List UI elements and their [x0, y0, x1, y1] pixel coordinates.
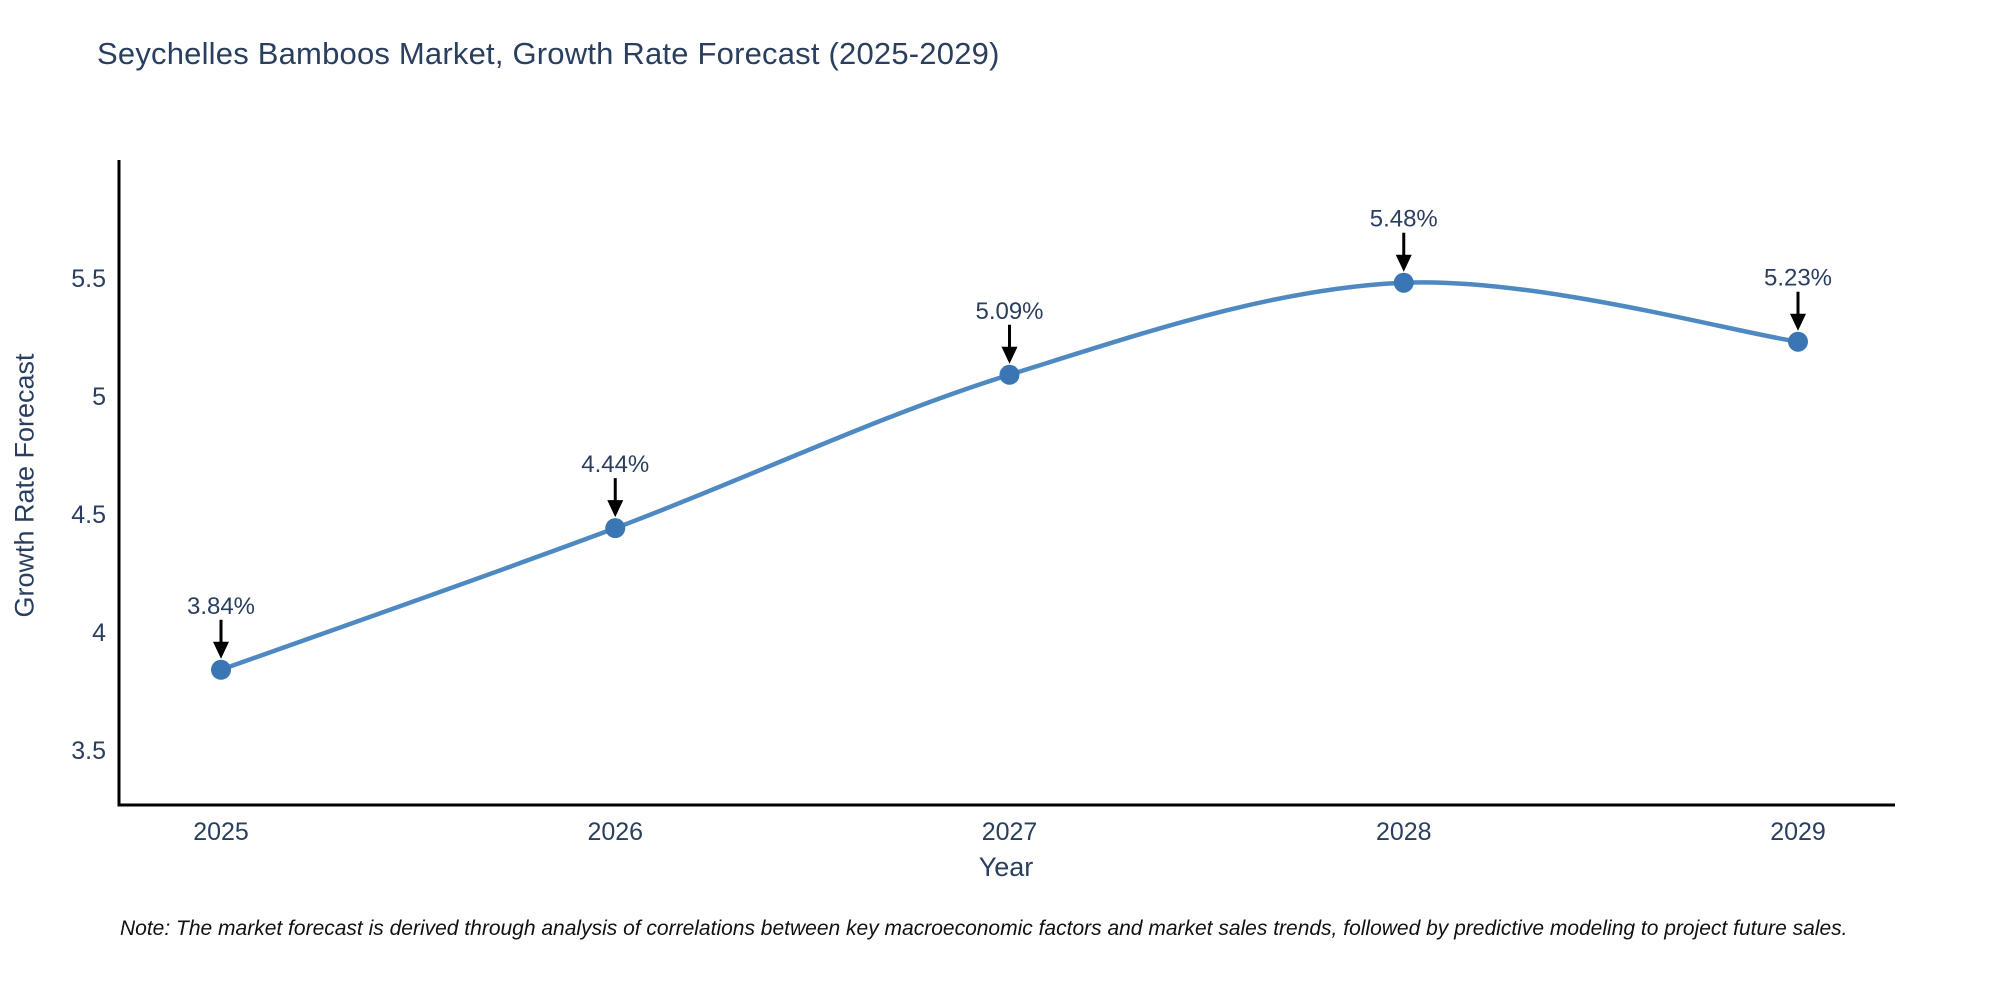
data-point-marker [211, 659, 231, 680]
y-tick-label: 4 [92, 619, 106, 647]
chart-title: Seychelles Bamboos Market, Growth Rate F… [97, 36, 1000, 71]
footnote-text: Note: The market forecast is derived thr… [120, 917, 1848, 940]
annotation-arrow-head [213, 641, 229, 659]
data-point-label: 5.48% [1370, 206, 1438, 233]
y-tick-label: 5 [92, 383, 106, 411]
data-point-label: 5.09% [975, 298, 1043, 325]
annotation-arrow-head [1001, 346, 1018, 364]
data-point-label: 3.84% [187, 593, 255, 620]
x-axis-title: Year [978, 852, 1034, 882]
data-point-label: 5.23% [1764, 265, 1832, 292]
data-point-label: 4.44% [581, 451, 649, 478]
data-point-marker [605, 518, 626, 539]
annotation-arrow-head [607, 500, 624, 518]
x-tick-label: 2027 [982, 818, 1038, 846]
annotation-arrow-head [1395, 254, 1412, 272]
y-tick-label: 5.5 [71, 265, 106, 293]
x-tick-label: 2029 [1770, 818, 1826, 846]
y-tick-label: 4.5 [71, 501, 106, 529]
annotation-arrow-head [1790, 313, 1806, 331]
x-tick-label: 2028 [1376, 818, 1432, 846]
data-point-marker [1788, 331, 1808, 352]
y-tick-label: 3.5 [71, 737, 106, 765]
data-point-marker [1393, 272, 1414, 293]
data-point-marker [999, 364, 1020, 385]
x-tick-label: 2025 [193, 818, 249, 846]
x-tick-label: 2026 [587, 818, 643, 846]
